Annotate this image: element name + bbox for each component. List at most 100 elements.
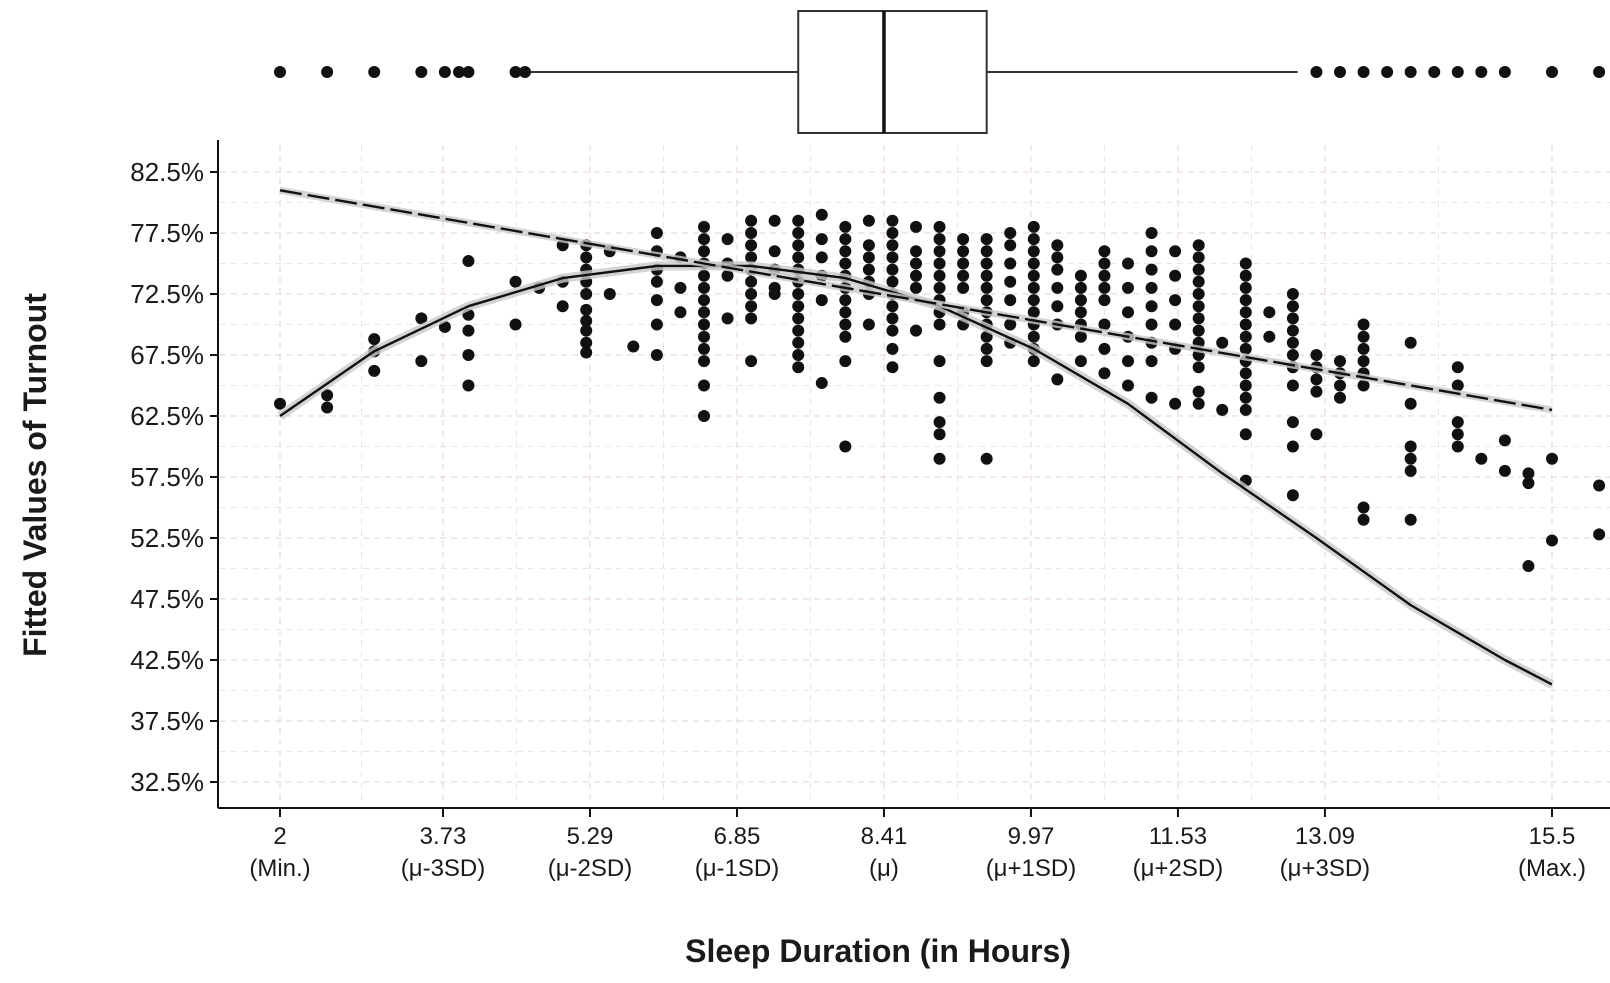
scatter-point (1192, 239, 1205, 252)
scatter-point (1404, 440, 1417, 453)
scatter-point (698, 294, 710, 307)
scatter-point (1522, 560, 1535, 573)
scatter-point (1145, 391, 1158, 404)
scatter-point (886, 227, 899, 239)
scatter-point (674, 306, 687, 319)
scatter-point (509, 318, 522, 331)
scatter-point (1098, 318, 1111, 331)
scatter-points (274, 208, 1606, 573)
x-tick-label: 5.29 (567, 823, 614, 850)
linear-fit-line (279, 189, 1553, 412)
scatter-point (650, 318, 663, 331)
scatter-point (1498, 464, 1511, 477)
scatter-point (321, 401, 334, 414)
scatter-point (839, 330, 852, 343)
scatter-point (698, 233, 710, 246)
scatter-point (1334, 379, 1346, 392)
scatter-point (1098, 257, 1111, 270)
scatter-point (1239, 269, 1252, 282)
scatter-point (1357, 501, 1370, 514)
scatter-point (1074, 269, 1087, 282)
x-tick-sublabel: (Max.) (1518, 855, 1586, 882)
scatter-point (1546, 534, 1558, 547)
y-tick-label: 72.5% (130, 279, 204, 309)
y-tick-label: 37.5% (130, 706, 204, 736)
scatter-point (1357, 379, 1370, 392)
scatter-point (933, 257, 946, 270)
scatter-point (580, 324, 593, 337)
boxplot-outlier (453, 66, 466, 78)
scatter-point (1216, 336, 1229, 349)
scatter-point (1522, 467, 1535, 480)
scatter-point (815, 251, 828, 264)
scatter-point (415, 355, 428, 368)
scatter-point (368, 364, 381, 377)
scatter-point (792, 336, 805, 349)
scatter-point (862, 318, 875, 331)
scatter-point (792, 251, 805, 264)
scatter-point (1122, 257, 1134, 270)
scatter-point (1498, 434, 1511, 447)
scatter-point (910, 269, 922, 282)
scatter-point (933, 355, 946, 368)
scatter-point (792, 300, 805, 313)
y-tick-label: 57.5% (130, 462, 204, 492)
scatter-point (862, 239, 875, 252)
x-tick-sublabel: (μ) (869, 855, 899, 882)
scatter-point (933, 245, 946, 258)
scatter-point (1192, 312, 1205, 325)
scatter-point (698, 306, 710, 319)
scatter-point (1451, 428, 1464, 441)
scatter-point (980, 342, 993, 355)
scatter-point (1145, 318, 1158, 331)
scatter-point (745, 312, 758, 325)
scatter-point (721, 269, 734, 282)
x-tick-label: 9.97 (1008, 823, 1055, 850)
x-tick-sublabel: (Min.) (249, 855, 310, 882)
scatter-point (957, 233, 970, 246)
scatter-point (698, 410, 710, 422)
x-tick-sublabel: (μ+3SD) (1280, 855, 1371, 882)
scatter-point (1239, 318, 1252, 331)
scatter-point (980, 269, 993, 282)
scatter-point (1145, 227, 1158, 239)
scatter-point (1098, 281, 1111, 294)
scatter-point (698, 355, 710, 368)
scatter-point (1239, 367, 1252, 380)
scatter-point (1027, 257, 1040, 270)
scatter-point (1239, 391, 1252, 404)
x-tick-label: 6.85 (714, 823, 761, 850)
scatter-point (462, 255, 475, 268)
boxplot-outlier (1498, 66, 1511, 78)
scatter-point (1098, 367, 1111, 380)
boxplot-box (797, 10, 988, 134)
scatter-point (698, 245, 710, 258)
scatter-point (580, 303, 593, 316)
scatter-point (980, 233, 993, 246)
y-tick-label: 67.5% (130, 340, 204, 370)
scatter-point (933, 416, 946, 429)
scatter-point (910, 220, 922, 233)
scatter-point (1357, 513, 1370, 526)
scatter-point (980, 281, 993, 294)
axes (217, 140, 1610, 809)
boxplot-outlier (321, 66, 334, 78)
boxplot-outlier (1593, 66, 1606, 78)
scatter-point (862, 251, 875, 264)
boxplot-outlier (1451, 66, 1464, 78)
scatter-point (792, 214, 805, 227)
scatter-point (1192, 300, 1205, 313)
scatter-point (1145, 281, 1158, 294)
scatter-point (1192, 397, 1205, 410)
scatter-point (627, 340, 640, 353)
scatter-point (980, 294, 993, 307)
scatter-point (910, 257, 922, 270)
x-tick-sublabel: (μ+2SD) (1133, 855, 1224, 882)
scatter-point (1192, 263, 1205, 276)
scatter-point (1145, 300, 1158, 313)
scatter-point (839, 220, 852, 233)
boxplot-outlier (438, 66, 451, 78)
scatter-point (933, 428, 946, 441)
scatter-point (1404, 397, 1417, 410)
